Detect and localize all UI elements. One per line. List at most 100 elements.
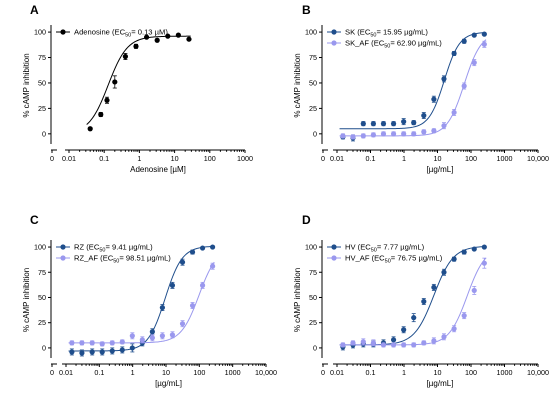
data-point (461, 313, 467, 319)
series-1 (68, 261, 216, 347)
y-tick-label: 100 (34, 243, 46, 252)
x-tick-label: 10 (434, 368, 442, 377)
data-point (154, 37, 160, 43)
data-point (471, 60, 477, 66)
data-point (89, 349, 95, 355)
x-tick-label: 1 (402, 368, 406, 377)
data-point (451, 109, 457, 116)
series-0 (86, 32, 192, 132)
x-tick-label: 0.01 (59, 368, 73, 377)
x-tick-label: 10,000 (255, 368, 277, 377)
data-point (179, 321, 186, 327)
y-tick-label: 25 (309, 318, 317, 327)
legend-label: HV_AF (EC50= 76.75 µg/mL) (345, 254, 443, 265)
data-point (461, 38, 467, 44)
y-axis-label: % cAMP inhibition (22, 53, 31, 117)
y-tick-label: 50 (38, 78, 46, 87)
x-tick-label: 0.01 (330, 368, 344, 377)
data-point (99, 349, 105, 355)
x-axis-label: [µg/mL] (155, 379, 182, 388)
panel-label: C (30, 213, 39, 227)
x-tick-label: 1000 (225, 368, 241, 377)
data-point (98, 111, 104, 118)
data-point (69, 340, 75, 346)
x-tick-label: 1000 (497, 154, 513, 163)
data-point (350, 340, 356, 346)
legend-name: Adenosine (EC (74, 28, 126, 37)
x-tick-label: 0 (321, 154, 325, 163)
legend-label: SK (EC50= 15.95 µg/mL) (345, 28, 428, 39)
legend-subscript: 50 (99, 248, 105, 254)
data-point (122, 53, 128, 60)
x-tick-label: 0.1 (366, 368, 376, 377)
y-tick-label: 50 (309, 293, 317, 302)
data-point (421, 129, 427, 135)
legend-entry: RZ (EC50= 9.41 µg/mL) (56, 243, 153, 254)
data-point (401, 342, 407, 348)
data-point (87, 126, 93, 132)
data-point (431, 284, 437, 290)
data-point (149, 329, 155, 335)
x-tick-label: 10,000 (527, 368, 549, 377)
legend-marker (60, 255, 66, 261)
x-tick-label: 0.1 (99, 154, 109, 163)
legend-subscript: 50 (370, 33, 376, 39)
data-point (390, 121, 397, 127)
y-tick-label: 50 (38, 293, 46, 302)
y-tick-label: 25 (38, 104, 46, 113)
y-tick-label: 75 (309, 53, 317, 62)
data-point (79, 340, 85, 346)
data-point (129, 333, 135, 339)
legend-subscript: 50 (113, 259, 119, 265)
data-point (186, 36, 192, 42)
legend-marker (331, 255, 337, 261)
legend-label: RZ_AF (EC50= 98.51 µg/mL) (74, 254, 171, 265)
data-point (99, 341, 105, 347)
y-axis-label: % cAMP inhibition (293, 53, 302, 117)
legend-label: HV (EC50= 7.77 µg/mL) (345, 243, 425, 254)
x-tick-label: 0 (50, 368, 54, 377)
y-tick-label: 25 (309, 104, 317, 113)
data-point (390, 342, 397, 348)
legend-tail: = 62.90 µg/mL) (390, 39, 442, 48)
legend-marker (60, 29, 66, 35)
fit-curve (339, 257, 487, 346)
data-point (421, 298, 427, 305)
panel-label: D (302, 213, 311, 227)
data-point (411, 120, 417, 126)
x-axis-label: Adenosine [µM] (130, 165, 186, 174)
x-tick-label: 10 (162, 368, 170, 377)
x-tick-label: 10 (171, 154, 179, 163)
y-tick-label: 0 (313, 129, 317, 138)
data-point (390, 131, 397, 137)
legend-name: RZ_AF (EC (74, 254, 114, 263)
data-point (380, 342, 387, 348)
data-point (451, 256, 457, 262)
legend-name: HV (EC (345, 243, 371, 252)
data-point (411, 342, 417, 348)
x-tick-label: 0.01 (330, 154, 344, 163)
data-point (481, 260, 487, 266)
x-tick-label: 1000 (237, 154, 253, 163)
legend-tail: = 0.13 µM) (131, 28, 168, 37)
legend-entry: HV_AF (EC50= 76.75 µg/mL) (327, 254, 443, 265)
x-tick-label: 1 (137, 154, 141, 163)
fit-curve (86, 35, 191, 125)
legend-marker (331, 29, 337, 35)
data-point (189, 249, 196, 255)
legend-label: SK_AF (EC50= 62.90 µg/mL) (345, 39, 442, 50)
x-tick-label: 1 (402, 154, 406, 163)
data-point (401, 131, 407, 137)
data-point (119, 347, 125, 353)
y-tick-label: 0 (42, 129, 46, 138)
data-point (109, 340, 115, 346)
data-point (461, 83, 467, 89)
data-point (209, 263, 216, 269)
data-point (79, 350, 85, 356)
data-point (69, 349, 75, 355)
data-point (209, 244, 216, 250)
x-tick-label: 1 (131, 368, 135, 377)
data-point (175, 32, 181, 38)
